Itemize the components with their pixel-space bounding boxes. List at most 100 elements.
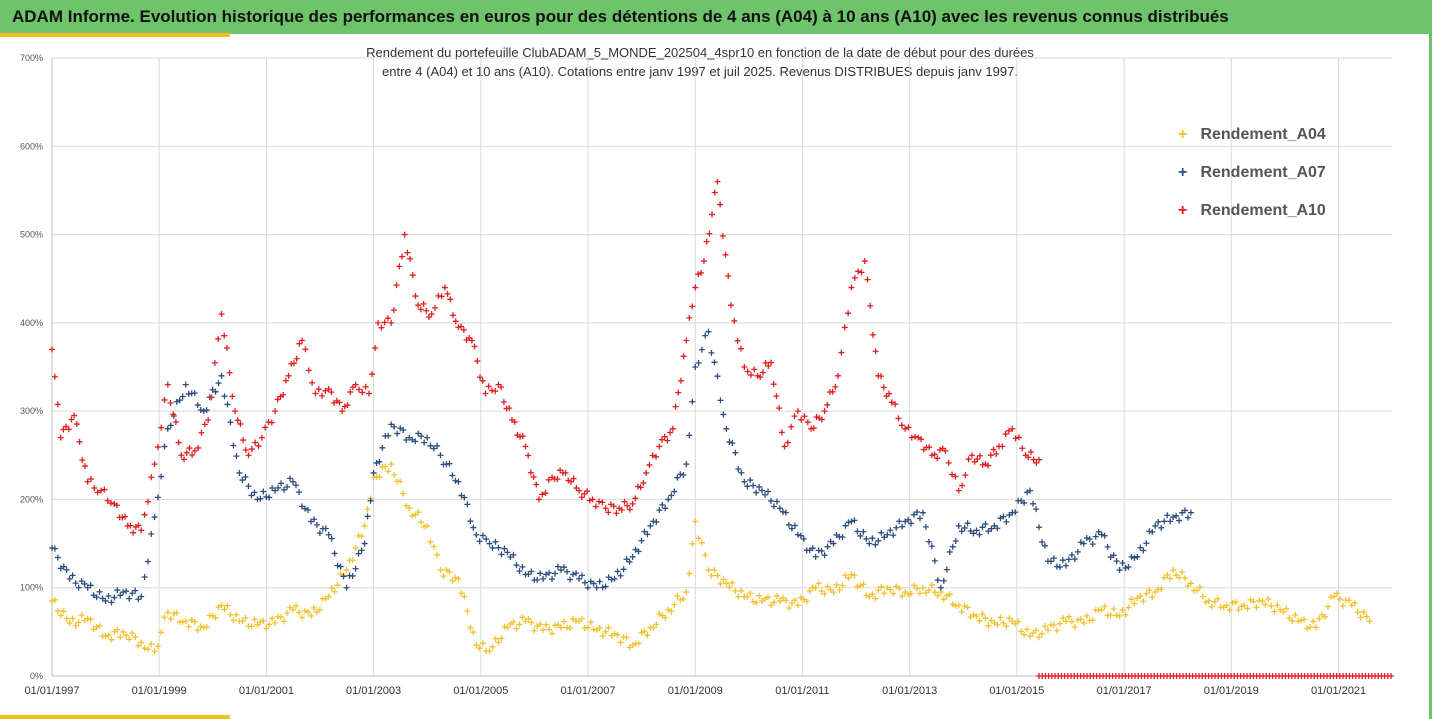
data-point-rendement-a04: [623, 634, 630, 641]
data-point-rendement-a04: [248, 623, 255, 630]
data-point-rendement-a10: [918, 436, 925, 443]
data-point-rendement-a04: [686, 570, 693, 577]
data-point-rendement-a07: [310, 516, 317, 523]
data-point-rendement-a07: [788, 525, 795, 532]
data-point-rendement-a07: [424, 434, 431, 441]
data-point-rendement-a07: [916, 515, 923, 522]
data-point-rendement-a10: [902, 425, 909, 432]
data-point-rendement-a04: [650, 624, 657, 631]
data-point-rendement-a04: [84, 615, 91, 622]
legend-item-a10: + Rendement_A10: [1178, 202, 1326, 220]
data-point-rendement-a07: [863, 535, 870, 542]
data-point-rendement-a07: [797, 532, 804, 539]
x-tick-label: 01/01/2021: [1311, 685, 1366, 697]
data-point-rendement-a04: [881, 590, 888, 597]
data-point-rendement-a10: [618, 506, 625, 513]
data-point-rendement-a10: [759, 369, 766, 376]
data-point-rendement-a04: [105, 632, 112, 639]
data-point-rendement-a04: [108, 636, 115, 643]
data-point-rendement-a07: [151, 514, 158, 521]
data-point-rendement-a10: [592, 503, 599, 510]
data-point-rendement-a10: [1002, 431, 1009, 438]
data-point-rendement-a10: [637, 484, 644, 491]
data-point-rendement-a04: [537, 621, 544, 628]
data-point-rendement-a07: [1116, 567, 1123, 574]
data-point-rendement-a07: [1140, 547, 1147, 554]
y-tick-label: 0%: [30, 671, 43, 681]
data-point-rendement-a10: [144, 498, 151, 505]
data-point-rendement-a10: [381, 319, 388, 326]
data-point-rendement-a04: [1030, 630, 1037, 637]
data-point-rendement-a04: [406, 505, 413, 512]
data-point-rendement-a07: [908, 520, 915, 527]
data-point-rendement-a10: [993, 451, 1000, 458]
data-point-rendement-a07: [289, 478, 296, 485]
data-point-rendement-a07: [120, 589, 127, 596]
data-point-rendement-a07: [492, 538, 499, 545]
data-point-rendement-a07: [1134, 553, 1141, 560]
data-point-rendement-a10: [703, 238, 710, 245]
data-point-rendement-a10: [813, 413, 820, 420]
data-point-rendement-a07: [671, 488, 678, 495]
data-point-rendement-a04: [93, 623, 100, 630]
data-point-rendement-a07: [126, 595, 133, 602]
data-point-rendement-a04: [185, 623, 192, 630]
data-point-rendement-a04: [486, 648, 493, 655]
data-point-rendement-a04: [869, 591, 876, 598]
data-point-rendement-a10: [438, 293, 445, 300]
data-point-rendement-a10: [471, 343, 478, 350]
data-point-rendement-a10: [122, 513, 129, 520]
data-point-rendement-a10: [584, 488, 591, 495]
data-point-rendement-a04: [308, 612, 315, 619]
data-point-rendement-a07: [809, 545, 816, 552]
data-point-rendement-a10: [765, 362, 772, 369]
data-point-rendement-a10: [409, 272, 416, 279]
data-point-rendement-a07: [331, 550, 338, 557]
data-point-rendement-a07: [473, 531, 480, 538]
data-point-rendement-a04: [614, 631, 621, 638]
data-point-rendement-a04: [1146, 587, 1153, 594]
data-point-rendement-a10: [68, 416, 75, 423]
data-point-rendement-a07: [87, 582, 94, 589]
data-point-rendement-a04: [1101, 603, 1108, 610]
data-point-rendement-a10: [151, 461, 158, 468]
data-point-rendement-a04: [284, 610, 291, 617]
data-point-rendement-a10: [955, 487, 962, 494]
data-point-rendement-a07: [842, 522, 849, 529]
data-point-rendement-a04: [364, 506, 371, 513]
data-point-rendement-a10: [808, 425, 815, 432]
data-point-rendement-a04: [230, 617, 237, 624]
data-point-rendement-a07: [794, 531, 801, 538]
data-point-rendement-a07: [537, 570, 544, 577]
data-point-rendement-a10: [1025, 454, 1032, 461]
data-point-rendement-a04: [495, 639, 502, 646]
data-point-rendement-a07: [914, 509, 921, 516]
data-point-rendement-a07: [549, 576, 556, 583]
data-point-rendement-a10: [653, 453, 660, 460]
data-point-rendement-a04: [224, 602, 231, 609]
data-point-rendement-a04: [665, 606, 672, 613]
data-point-rendement-a07: [296, 489, 303, 496]
data-point-rendement-a04: [821, 590, 828, 597]
data-point-rendement-a07: [695, 359, 702, 366]
data-point-rendement-a04: [388, 461, 395, 468]
data-point-rendement-a10: [76, 438, 83, 445]
data-point-rendement-a10: [610, 503, 617, 510]
data-point-rendement-a04: [1065, 613, 1072, 620]
data-point-rendement-a04: [182, 618, 189, 625]
data-point-rendement-a04: [914, 585, 921, 592]
data-point-rendement-a07: [305, 506, 312, 513]
data-point-rendement-a04: [1202, 599, 1209, 606]
data-point-rendement-a04: [671, 601, 678, 608]
data-point-rendement-a04: [227, 611, 234, 618]
data-point-rendement-a04: [476, 645, 483, 652]
data-point-rendement-a04: [349, 557, 356, 564]
data-point-rendement-a04: [473, 642, 480, 649]
x-tick-label: 01/01/2001: [239, 685, 294, 697]
data-point-rendement-a10: [398, 253, 405, 260]
data-point-rendement-a07: [540, 575, 547, 582]
data-point-rendement-a04: [1289, 617, 1296, 624]
data-point-rendement-a04: [1313, 624, 1320, 631]
data-point-rendement-a04: [492, 635, 499, 642]
